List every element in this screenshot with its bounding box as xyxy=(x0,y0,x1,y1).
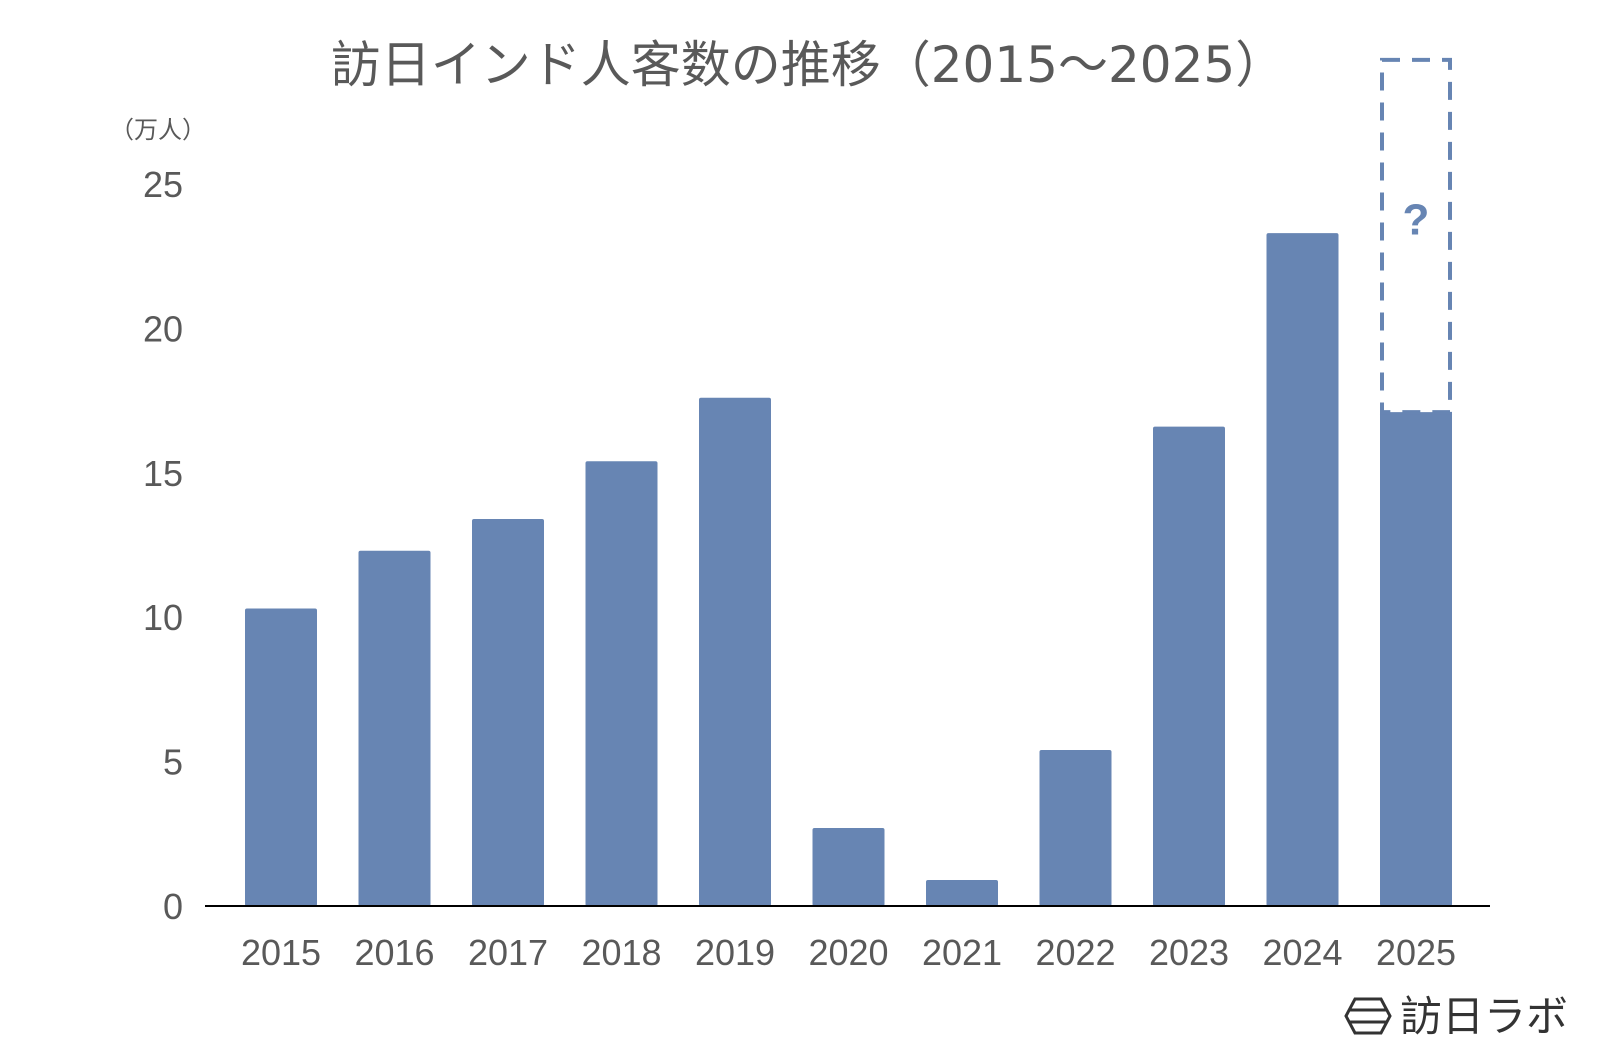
x-tick-label: 2017 xyxy=(468,932,548,973)
y-tick-label: 0 xyxy=(163,886,183,927)
x-tick-label: 2018 xyxy=(581,932,661,973)
brand-name: 訪日ラボ xyxy=(1400,992,1568,1041)
bar-2025 xyxy=(1380,412,1452,906)
hexagon-logo-icon xyxy=(1344,997,1392,1035)
y-tick-label: 15 xyxy=(143,453,183,494)
x-tick-label: 2024 xyxy=(1262,932,1342,973)
bar-2023 xyxy=(1153,426,1225,906)
projection-dashed-box xyxy=(1380,57,1452,415)
bar-2021 xyxy=(926,880,998,906)
projection-question-mark: ? xyxy=(1403,196,1430,245)
bar-2018 xyxy=(585,461,658,906)
x-tick-label: 2020 xyxy=(808,932,888,973)
x-tick-label: 2016 xyxy=(354,932,434,973)
x-tick-label: 2015 xyxy=(241,932,321,973)
bar-2022 xyxy=(1039,750,1112,906)
y-tick-label: 25 xyxy=(143,164,183,205)
bar-2020 xyxy=(812,828,885,906)
bar-2024 xyxy=(1266,233,1339,906)
projection-group: ? xyxy=(1380,57,1452,415)
x-tick-label: 2019 xyxy=(695,932,775,973)
bar-2016 xyxy=(358,550,431,906)
brand-logo: 訪日ラボ xyxy=(1344,992,1568,1041)
bars xyxy=(245,233,1452,906)
y-axis: 0 5 10 15 20 25 xyxy=(143,164,183,927)
bar-2015 xyxy=(245,608,317,906)
bar-2017 xyxy=(472,519,544,906)
x-tick-label: 2021 xyxy=(922,932,1002,973)
y-tick-label: 20 xyxy=(143,308,183,349)
y-axis-unit-label: （万人） xyxy=(110,116,206,144)
x-tick-label: 2025 xyxy=(1376,932,1456,973)
chart-title: 訪日インド人客数の推移（2015〜2025） xyxy=(331,36,1286,94)
x-tick-label: 2022 xyxy=(1035,932,1115,973)
bar-2019 xyxy=(699,397,771,906)
y-tick-label: 5 xyxy=(163,742,183,783)
x-axis: 2015 2016 2017 2018 2019 2020 2021 2022 2023 2024… xyxy=(241,932,1456,973)
y-tick-label: 10 xyxy=(143,597,183,638)
x-tick-label: 2023 xyxy=(1149,932,1229,973)
